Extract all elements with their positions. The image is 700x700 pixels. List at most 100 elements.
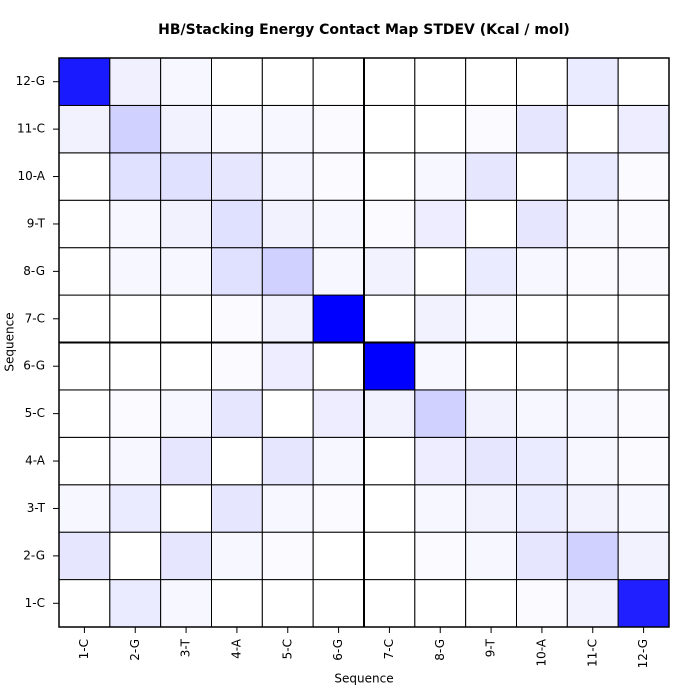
x-tick-label: 10-A [534, 638, 548, 666]
y-axis-label: Sequence [3, 312, 17, 371]
heatmap-cell [58, 389, 111, 438]
heatmap-cell [312, 294, 365, 344]
y-tick-label: 2-G [23, 548, 45, 562]
heatmap-cell [566, 199, 619, 249]
heatmap-cell [261, 531, 314, 581]
heatmap-cell [414, 152, 467, 201]
heatmap-cell [58, 199, 111, 249]
heatmap-cell [312, 247, 365, 296]
heatmap-cell [363, 104, 416, 154]
heatmap-cell [261, 342, 314, 391]
heatmap-cell [414, 57, 467, 106]
heatmap-cell [516, 389, 568, 438]
heatmap-cell [566, 104, 619, 154]
heatmap-cell [211, 436, 263, 486]
heatmap-cell [516, 57, 568, 106]
heatmap-cell [211, 294, 263, 344]
y-tick-label: 6-G [23, 359, 45, 373]
heatmap-cell [617, 531, 670, 581]
x-tick-label: 9-T [484, 638, 498, 657]
heatmap-cell [312, 199, 365, 249]
heatmap-cell [617, 199, 670, 249]
heatmap-cell [211, 199, 263, 249]
heatmap-cell [414, 579, 467, 628]
heatmap-cell [58, 579, 111, 628]
heatmap-cell [58, 484, 111, 533]
x-tick-label: 12-G [636, 639, 650, 668]
heatmap-cell [617, 342, 670, 391]
heatmap-cell [566, 579, 619, 628]
heatmap-cell [363, 199, 416, 249]
x-tick-label: 7-C [382, 639, 396, 659]
heatmap-cell [160, 294, 213, 344]
heatmap-cell [160, 104, 213, 154]
heatmap-cell [211, 104, 263, 154]
x-tick-label: 11-C [585, 639, 599, 667]
heatmap-cell [617, 247, 670, 296]
heatmap-cell [566, 389, 619, 438]
heatmap-cell [109, 104, 162, 154]
heatmap-cell [465, 579, 517, 628]
heatmap-cell [58, 104, 111, 154]
x-tick-label: 2-G [128, 639, 142, 661]
heatmap-cell [160, 531, 213, 581]
y-tick-label: 4-A [25, 454, 46, 468]
heatmap-cell [566, 342, 619, 391]
heatmap-cell [617, 294, 670, 344]
y-tick-label: 5-C [25, 406, 45, 420]
heatmap-cell [516, 436, 568, 486]
heatmap-cell [363, 247, 416, 296]
heatmap-cell [211, 579, 263, 628]
heatmap-cell [211, 531, 263, 581]
heatmap-cell [465, 342, 517, 391]
heatmap-cell [109, 531, 162, 581]
x-axis-label: Sequence [334, 672, 393, 686]
heatmap-cell [312, 484, 365, 533]
chart-title: HB/Stacking Energy Contact Map STDEV (Kc… [158, 22, 570, 38]
y-tick-label: 8-G [23, 264, 45, 278]
y-tick-label: 7-C [25, 311, 45, 325]
x-tick-label: 4-A [229, 638, 243, 659]
heatmap-cell [516, 294, 568, 344]
heatmap-cell [58, 436, 111, 486]
heatmap-cell [58, 152, 111, 201]
heatmap-cell [617, 484, 670, 533]
y-tick-label: 3-T [27, 501, 46, 515]
heatmap-cell [109, 57, 162, 106]
heatmap-cell [363, 389, 416, 438]
heatmap-cell [617, 104, 670, 154]
heatmap-cell [566, 152, 619, 201]
heatmap-cell [617, 152, 670, 201]
heatmap-cell [261, 389, 314, 438]
heatmap-cell [465, 484, 517, 533]
heatmap-cell [566, 247, 619, 296]
heatmap-cell [58, 57, 111, 106]
heatmap-cell [109, 199, 162, 249]
heatmap-cell [414, 104, 467, 154]
heatmap-cell [363, 579, 416, 628]
heatmap-cell [414, 484, 467, 533]
heatmap-cell [261, 294, 314, 344]
y-tick-label: 11-C [17, 122, 45, 136]
heatmap-cell [312, 342, 365, 391]
x-tick-label: 6-G [331, 639, 345, 661]
heatmap-cell [363, 531, 416, 581]
heatmap-cell [414, 247, 467, 296]
heatmap-cell [261, 436, 314, 486]
heatmap-cell [211, 389, 263, 438]
heatmap-cell [160, 342, 213, 391]
heatmap-cell [414, 436, 467, 486]
heatmap-cell [109, 247, 162, 296]
heatmap-cell [363, 294, 416, 344]
heatmap-cell [516, 579, 568, 628]
heatmap-cell [363, 436, 416, 486]
heatmap-cell [465, 104, 517, 154]
heatmap-cell [465, 152, 517, 201]
heatmap-cell [160, 152, 213, 201]
heatmap-cell [261, 579, 314, 628]
heatmap-cell [312, 579, 365, 628]
heatmap-cell [312, 389, 365, 438]
heatmap-cell [109, 342, 162, 391]
heatmap-cell [465, 531, 517, 581]
x-tick-label: 1-C [77, 639, 91, 659]
